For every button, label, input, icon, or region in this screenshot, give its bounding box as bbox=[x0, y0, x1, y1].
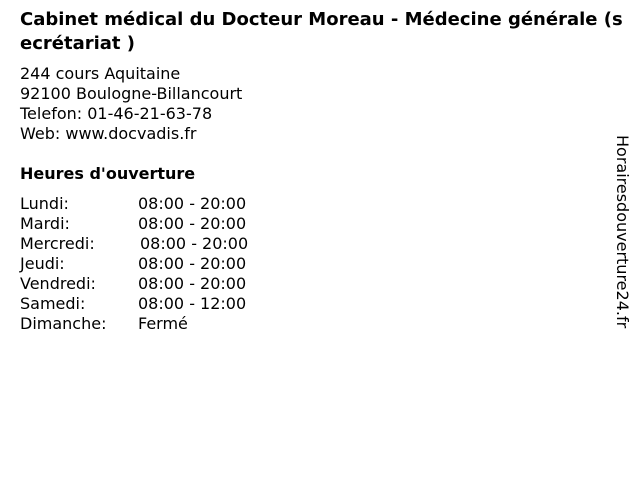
day-label: Dimanche: bbox=[20, 314, 107, 333]
day-label: Samedi: bbox=[20, 294, 86, 313]
time-value: 08:00 - 20:00 bbox=[138, 194, 247, 213]
time-value: 08:00 - 20:00 bbox=[138, 274, 247, 293]
hours-row: Jeudi: 08:00 - 20:00 bbox=[20, 254, 248, 274]
hours-heading: Heures d'ouverture bbox=[20, 164, 196, 183]
time-value: 08:00 - 20:00 bbox=[138, 254, 247, 273]
side-brand-watermark: Horairesdouverture24.fr bbox=[613, 135, 632, 329]
day-label: Mercredi: bbox=[20, 234, 95, 253]
website: Web: www.docvadis.fr bbox=[20, 124, 197, 143]
street: 244 cours Aquitaine bbox=[20, 64, 181, 83]
page-title: Cabinet médical du Docteur Moreau - Méde… bbox=[20, 9, 623, 54]
day-label: Vendredi: bbox=[20, 274, 96, 293]
day-label: Lundi: bbox=[20, 194, 69, 213]
time-value: 08:00 - 12:00 bbox=[138, 294, 247, 313]
hours-row: Lundi: 08:00 - 20:00 bbox=[20, 194, 248, 214]
time-value: Fermé bbox=[138, 314, 188, 333]
hours-row: Mercredi: 08:00 - 20:00 bbox=[20, 234, 248, 254]
hours-row: Vendredi: 08:00 - 20:00 bbox=[20, 274, 248, 294]
city: 92100 Boulogne-Billancourt bbox=[20, 84, 243, 103]
time-value: 08:00 - 20:00 bbox=[138, 214, 247, 233]
hours-row: Dimanche: Fermé bbox=[20, 314, 248, 334]
phone: Telefon: 01-46-21-63-78 bbox=[20, 104, 213, 123]
hours-table: Lundi: 08:00 - 20:00 Mardi: 08:00 - 20:00 … bbox=[20, 194, 248, 334]
hours-row: Samedi: 08:00 - 12:00 bbox=[20, 294, 248, 314]
time-value: 08:00 - 20:00 bbox=[140, 234, 249, 253]
day-label: Jeudi: bbox=[20, 254, 65, 273]
day-label: Mardi: bbox=[20, 214, 70, 233]
hours-row: Mardi: 08:00 - 20:00 bbox=[20, 214, 248, 234]
address-block: 244 cours Aquitaine 92100 Boulogne-Billa… bbox=[20, 64, 242, 144]
